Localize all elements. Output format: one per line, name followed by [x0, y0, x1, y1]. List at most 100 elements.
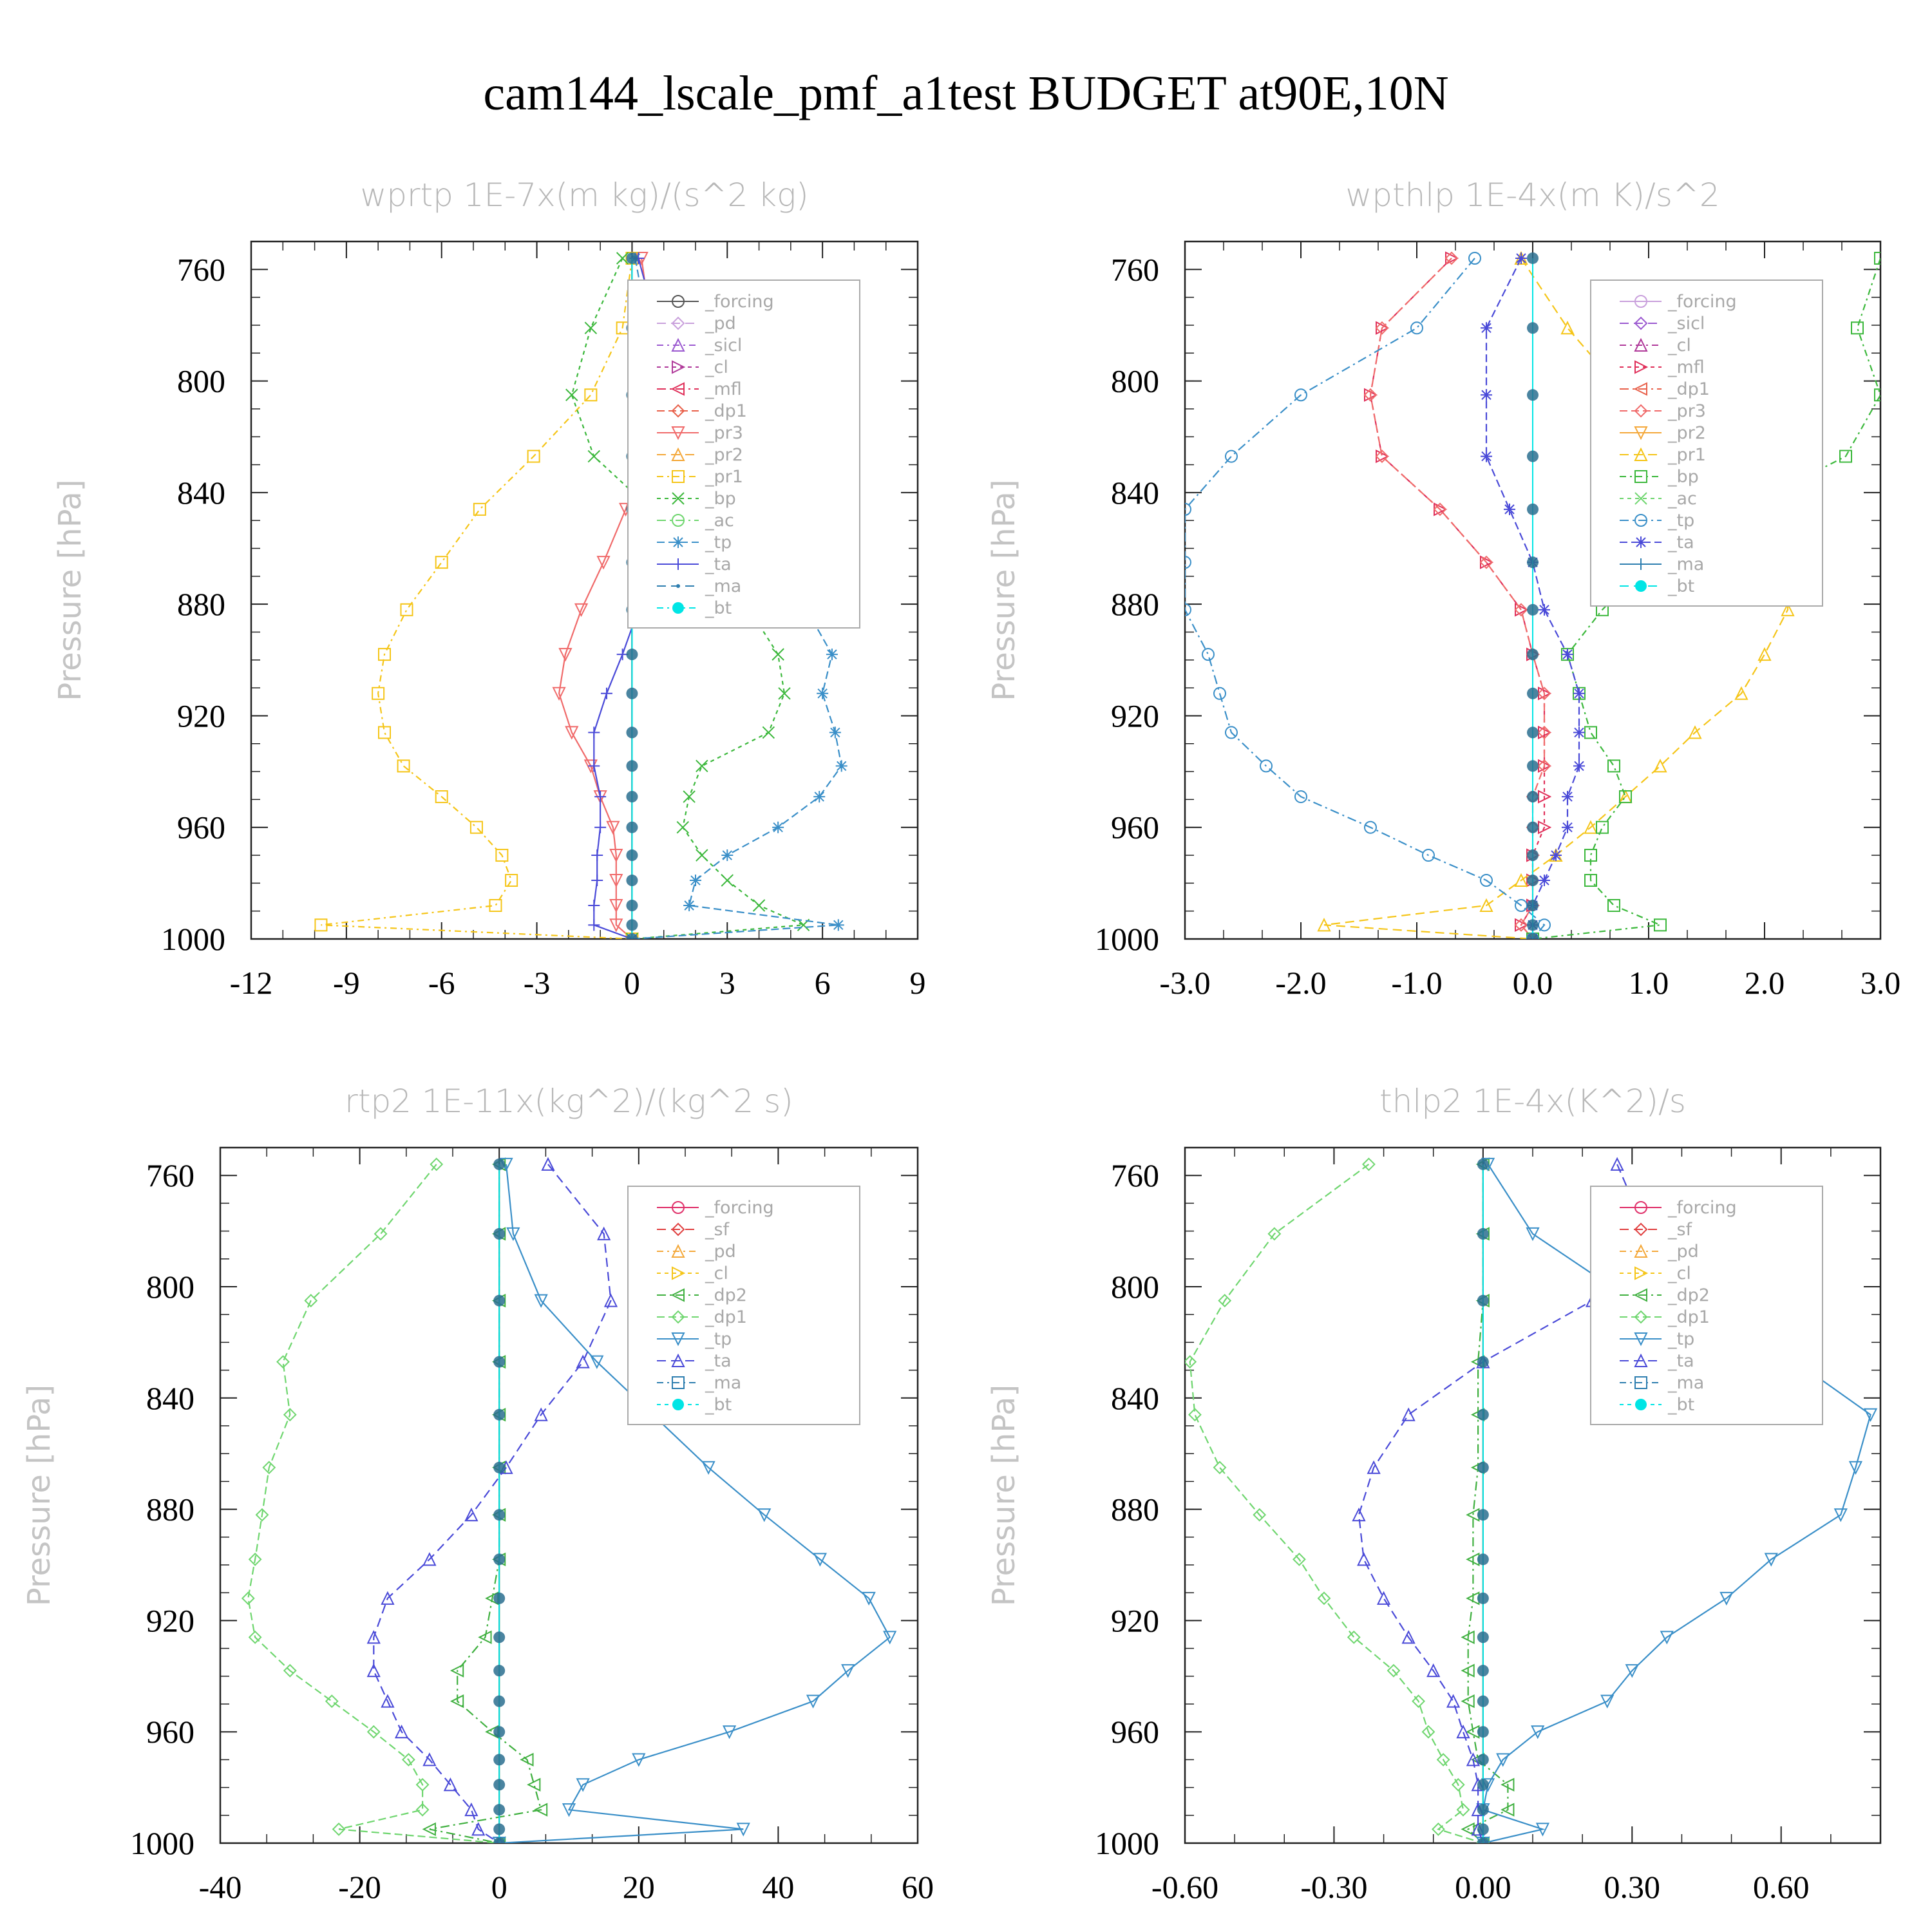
point-dp1: [1213, 1461, 1227, 1475]
point-pr1: [1560, 321, 1575, 335]
legend-marker: [671, 1332, 685, 1347]
point-bt: [1477, 1509, 1489, 1521]
legend-marker: [672, 1399, 684, 1410]
legend-entry: _ma: [1667, 1373, 1704, 1393]
point-dp1: [332, 1822, 346, 1836]
legend-entry: _ta: [705, 554, 732, 574]
point-tp: [829, 726, 841, 739]
point-bt: [1477, 1408, 1489, 1421]
plot-frame: [219, 1146, 919, 1844]
point-ta: [464, 1508, 478, 1522]
point-bt: [1527, 791, 1539, 803]
point-tp: [835, 760, 848, 772]
point-pr1: [1514, 873, 1528, 887]
legend-marker: [672, 536, 684, 548]
y-axis-label: Pressure [hPa]: [986, 479, 1022, 701]
legend-marker: [1634, 1222, 1648, 1236]
point-tp: [862, 1591, 876, 1606]
point-dp1: [1267, 1227, 1282, 1241]
legend-entry: _cl: [1667, 1264, 1691, 1283]
legend-marker: [670, 382, 685, 396]
legend-marker: [672, 360, 686, 374]
point-bt: [1527, 389, 1539, 401]
point-bt: [626, 791, 638, 803]
point-bt: [1527, 726, 1539, 739]
legend-marker: [671, 404, 685, 418]
point-bt: [626, 900, 638, 912]
point-tp: [813, 791, 826, 803]
panel-title: wpthlp 1E-4x(m K)/s^2: [1345, 176, 1719, 214]
y-tick-label: 960: [177, 810, 225, 846]
series-line-tp: [499, 1164, 891, 1843]
point-bt: [626, 933, 638, 939]
legend-entry: _dp1: [705, 1307, 747, 1327]
legend-marker: [1635, 536, 1647, 548]
panel-title: rtp2 1E-11x(kg^2)/(kg^2 s): [345, 1083, 793, 1120]
point-bt: [493, 1509, 506, 1521]
x-tick-label: 0.00: [1455, 1869, 1511, 1905]
legend-marker: [1634, 426, 1648, 440]
point-mfl: [1515, 603, 1529, 617]
point-ta: [591, 875, 603, 887]
point-bt: [493, 1837, 506, 1843]
point-bp: [1596, 820, 1609, 834]
point-ta: [422, 1752, 437, 1766]
series-line-pr3: [1369, 258, 1546, 939]
point-tp: [1496, 1753, 1510, 1767]
y-tick-label: 880: [177, 586, 225, 622]
point-tp: [1625, 1664, 1639, 1678]
point-tp: [1535, 1823, 1550, 1837]
legend-entry: _tp: [1667, 511, 1694, 531]
x-tick-label: 40: [762, 1869, 794, 1905]
x-tick-label: -3.0: [1159, 965, 1210, 1001]
point-bp: [1619, 790, 1632, 804]
point-tp: [534, 1294, 548, 1308]
point-dp1: [1293, 1552, 1306, 1566]
point-tp: [1364, 820, 1377, 834]
y-tick-label: 800: [177, 363, 225, 399]
point-ta: [594, 791, 607, 803]
point-tp: [562, 1803, 576, 1817]
x-tick-label: -6: [428, 965, 455, 1001]
x-tick-label: 0.60: [1753, 1869, 1810, 1905]
point-dp1: [325, 1694, 339, 1709]
point-dp2: [422, 1822, 436, 1837]
point-ta: [1573, 687, 1585, 699]
series-line-ta: [1358, 1164, 1648, 1843]
point-bt: [493, 1227, 506, 1240]
point-dp1: [276, 1355, 290, 1369]
point-ta: [1456, 1724, 1470, 1739]
point-tp: [1185, 603, 1191, 616]
point-tp: [1422, 849, 1435, 862]
point-bp: [587, 450, 600, 463]
legend-marker: [670, 1288, 685, 1302]
point-dp1: [283, 1663, 297, 1678]
point-bp: [1874, 388, 1880, 402]
point-ta: [1573, 760, 1585, 772]
series-line-ta: [373, 1164, 612, 1843]
point-dp2: [1501, 1803, 1515, 1817]
point-pr3: [1514, 918, 1528, 932]
y-axis-label: Pressure [hPa]: [986, 1385, 1022, 1606]
point-tp: [813, 1553, 827, 1567]
point-tp: [1468, 251, 1481, 265]
point-bp: [721, 874, 734, 887]
point-bt: [1477, 1804, 1489, 1816]
legend-marker: [1633, 1288, 1647, 1302]
point-dp1: [1387, 1663, 1401, 1678]
point-bt: [1527, 900, 1539, 912]
point-tp: [1848, 1461, 1863, 1475]
series-line-dp2: [1466, 1164, 1509, 1843]
y-tick-label: 1000: [1095, 921, 1159, 957]
point-bp: [584, 321, 598, 334]
panel-1: wprtp 1E-7x(m kg)/(s^2 kg) Pressure [hPa]…: [52, 176, 926, 1001]
point-bp: [1874, 251, 1880, 265]
point-pr3: [609, 874, 623, 888]
series-line-dp1: [247, 1164, 500, 1843]
point-tp: [806, 1694, 820, 1709]
legend-marker: [1634, 1332, 1648, 1347]
point-pr1: [1757, 647, 1772, 661]
point-bt: [493, 1823, 506, 1835]
point-bt: [493, 1553, 506, 1566]
point-tp: [772, 821, 784, 833]
